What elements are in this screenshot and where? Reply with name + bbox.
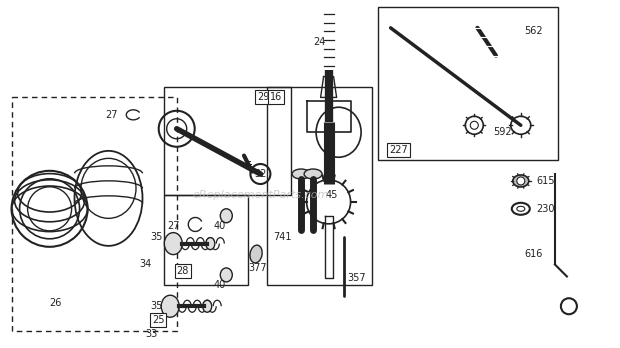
Ellipse shape	[304, 169, 322, 179]
Bar	[12, 97, 177, 331]
Text: 26: 26	[50, 298, 62, 308]
Text: 562: 562	[524, 26, 542, 36]
Text: 34: 34	[140, 260, 152, 269]
Text: 24: 24	[313, 37, 326, 47]
Text: 40: 40	[214, 280, 226, 290]
Circle shape	[517, 177, 525, 185]
Text: 27: 27	[167, 221, 180, 231]
Text: 25: 25	[152, 315, 164, 325]
Bar	[378, 7, 558, 160]
Ellipse shape	[161, 295, 179, 317]
Ellipse shape	[206, 238, 215, 250]
Text: 357: 357	[347, 274, 366, 283]
Text: 377: 377	[248, 263, 267, 273]
Text: eReplacementParts.com: eReplacementParts.com	[192, 190, 329, 200]
Text: 615: 615	[536, 176, 555, 186]
Text: 592: 592	[493, 127, 512, 137]
Ellipse shape	[292, 169, 310, 179]
Ellipse shape	[164, 232, 182, 255]
Ellipse shape	[250, 245, 262, 263]
Text: 45: 45	[326, 190, 338, 200]
Ellipse shape	[220, 209, 232, 223]
Text: 33: 33	[146, 329, 158, 339]
Text: 27: 27	[105, 110, 118, 120]
Bar	[164, 195, 248, 285]
Text: 35: 35	[150, 232, 162, 242]
Text: 227: 227	[389, 145, 408, 155]
Text: 16: 16	[270, 93, 282, 102]
Ellipse shape	[513, 175, 529, 187]
Text: 32: 32	[254, 169, 267, 179]
Text: 29: 29	[257, 93, 270, 102]
Bar	[267, 87, 372, 285]
Text: 230: 230	[536, 204, 555, 214]
Text: 40: 40	[214, 221, 226, 231]
Bar	[164, 87, 291, 195]
Text: 28: 28	[177, 267, 189, 276]
Ellipse shape	[220, 268, 232, 282]
Text: 741: 741	[273, 232, 291, 242]
Text: 35: 35	[150, 301, 162, 311]
Ellipse shape	[203, 300, 211, 312]
Text: 616: 616	[524, 249, 542, 259]
